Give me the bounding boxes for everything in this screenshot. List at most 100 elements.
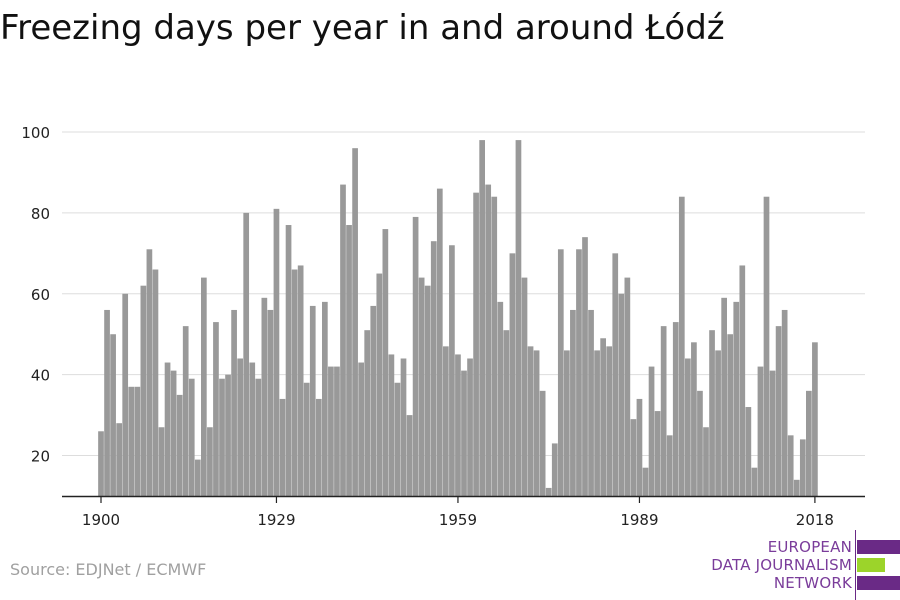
- bar-1990: [642, 467, 649, 496]
- bar-1951: [406, 415, 413, 496]
- bar-1981: [588, 309, 594, 496]
- bar-1906: [134, 386, 141, 496]
- bar-1939: [334, 366, 340, 496]
- bar-2005: [733, 301, 740, 496]
- bar-1949: [394, 382, 401, 496]
- source-note: Source: EDJNet / ECMWF: [10, 560, 207, 579]
- bar-1969: [515, 140, 522, 497]
- bar-2012: [775, 326, 782, 496]
- x-tick-label: 1900: [82, 511, 120, 529]
- bar-2015: [793, 479, 800, 496]
- bar-1918: [207, 427, 213, 496]
- bar-2018: [812, 342, 818, 496]
- chart-title: Freezing days per year in and around Łód…: [0, 8, 725, 48]
- bar-1999: [697, 390, 703, 496]
- bar-1924: [243, 212, 250, 496]
- bar-1912: [170, 370, 177, 496]
- bar-1910: [158, 427, 165, 496]
- bar-2011: [769, 370, 776, 496]
- bar-2002: [715, 350, 721, 496]
- bar-1933: [297, 265, 304, 496]
- bar-1982: [594, 350, 600, 496]
- bar-1971: [527, 346, 534, 496]
- bar-1961: [467, 358, 473, 496]
- bar-1973: [539, 390, 546, 496]
- y-tick-label: 80: [31, 205, 50, 223]
- bar-1952: [412, 216, 419, 496]
- bar-1916: [194, 459, 201, 496]
- bar-1905: [128, 386, 135, 496]
- bar-2003: [721, 297, 727, 496]
- y-tick-labels: 20 40 60 80 100: [21, 124, 50, 466]
- edjnet-logo: EUROPEAN DATA JOURNALISM NETWORK: [700, 528, 900, 600]
- bar-1965: [491, 196, 498, 496]
- bar-1954: [424, 285, 431, 496]
- bar-2017: [806, 390, 812, 496]
- bar-1902: [110, 334, 116, 496]
- bar-1923: [237, 358, 243, 496]
- bar-1937: [322, 301, 328, 496]
- bar-1984: [606, 346, 613, 496]
- logo-divider: [855, 530, 856, 600]
- bar-1945: [370, 305, 377, 496]
- bars: [98, 140, 818, 497]
- bar-1903: [116, 423, 122, 496]
- bar-1900: [98, 431, 104, 496]
- bar-1960: [461, 370, 467, 496]
- bar-2014: [787, 435, 794, 496]
- bar-1976: [557, 249, 564, 496]
- bar-1913: [176, 394, 183, 496]
- bar-1967: [503, 330, 510, 496]
- bar-1936: [315, 398, 322, 496]
- bar-1975: [551, 443, 558, 496]
- bar-1927: [261, 297, 268, 496]
- bar-1926: [255, 378, 262, 496]
- bar-2007: [745, 407, 752, 496]
- bar-1932: [291, 269, 298, 496]
- bar-1919: [213, 322, 219, 496]
- bar-1992: [654, 411, 661, 496]
- logo-bar-purple-bottom: [857, 576, 900, 590]
- bar-1958: [449, 245, 455, 496]
- bar-1904: [122, 293, 129, 496]
- bar-1972: [533, 350, 540, 496]
- logo-line-2: DATA JOURNALISM: [711, 556, 852, 574]
- bar-2008: [751, 467, 758, 496]
- bar-1953: [418, 277, 425, 496]
- y-tick-label: 40: [31, 367, 50, 385]
- bar-1908: [146, 249, 153, 496]
- bar-1907: [140, 285, 147, 496]
- logo-line-3: NETWORK: [773, 574, 852, 592]
- bar-1994: [666, 435, 673, 496]
- bar-1925: [249, 362, 256, 496]
- bar-1920: [219, 378, 225, 496]
- bar-1922: [231, 309, 237, 496]
- x-tick-labels: 1900 1929 1959 1989 2018: [82, 496, 834, 529]
- bar-1940: [340, 184, 346, 497]
- bar-1911: [164, 362, 171, 496]
- bar-1996: [678, 196, 685, 496]
- bar-1917: [201, 277, 207, 496]
- bar-1934: [303, 382, 310, 496]
- bar-1983: [600, 338, 606, 496]
- bar-1977: [564, 350, 570, 496]
- bar-2001: [709, 330, 715, 496]
- bar-1935: [309, 305, 316, 496]
- bar-1948: [388, 354, 395, 496]
- x-tick-label: 1959: [439, 511, 477, 529]
- bar-1941: [346, 225, 352, 496]
- bar-2000: [703, 427, 709, 496]
- bar-1959: [455, 354, 461, 496]
- y-tick-label: 20: [31, 448, 50, 466]
- bar-1957: [443, 346, 449, 496]
- bar-2010: [763, 196, 770, 496]
- bar-1938: [328, 366, 334, 496]
- x-tick-label: 2018: [796, 511, 834, 529]
- bar-1930: [279, 398, 286, 496]
- bar-1914: [182, 326, 189, 496]
- bar-1988: [630, 419, 637, 496]
- bar-1921: [225, 374, 231, 496]
- bar-1964: [485, 184, 492, 497]
- bar-1956: [436, 188, 443, 496]
